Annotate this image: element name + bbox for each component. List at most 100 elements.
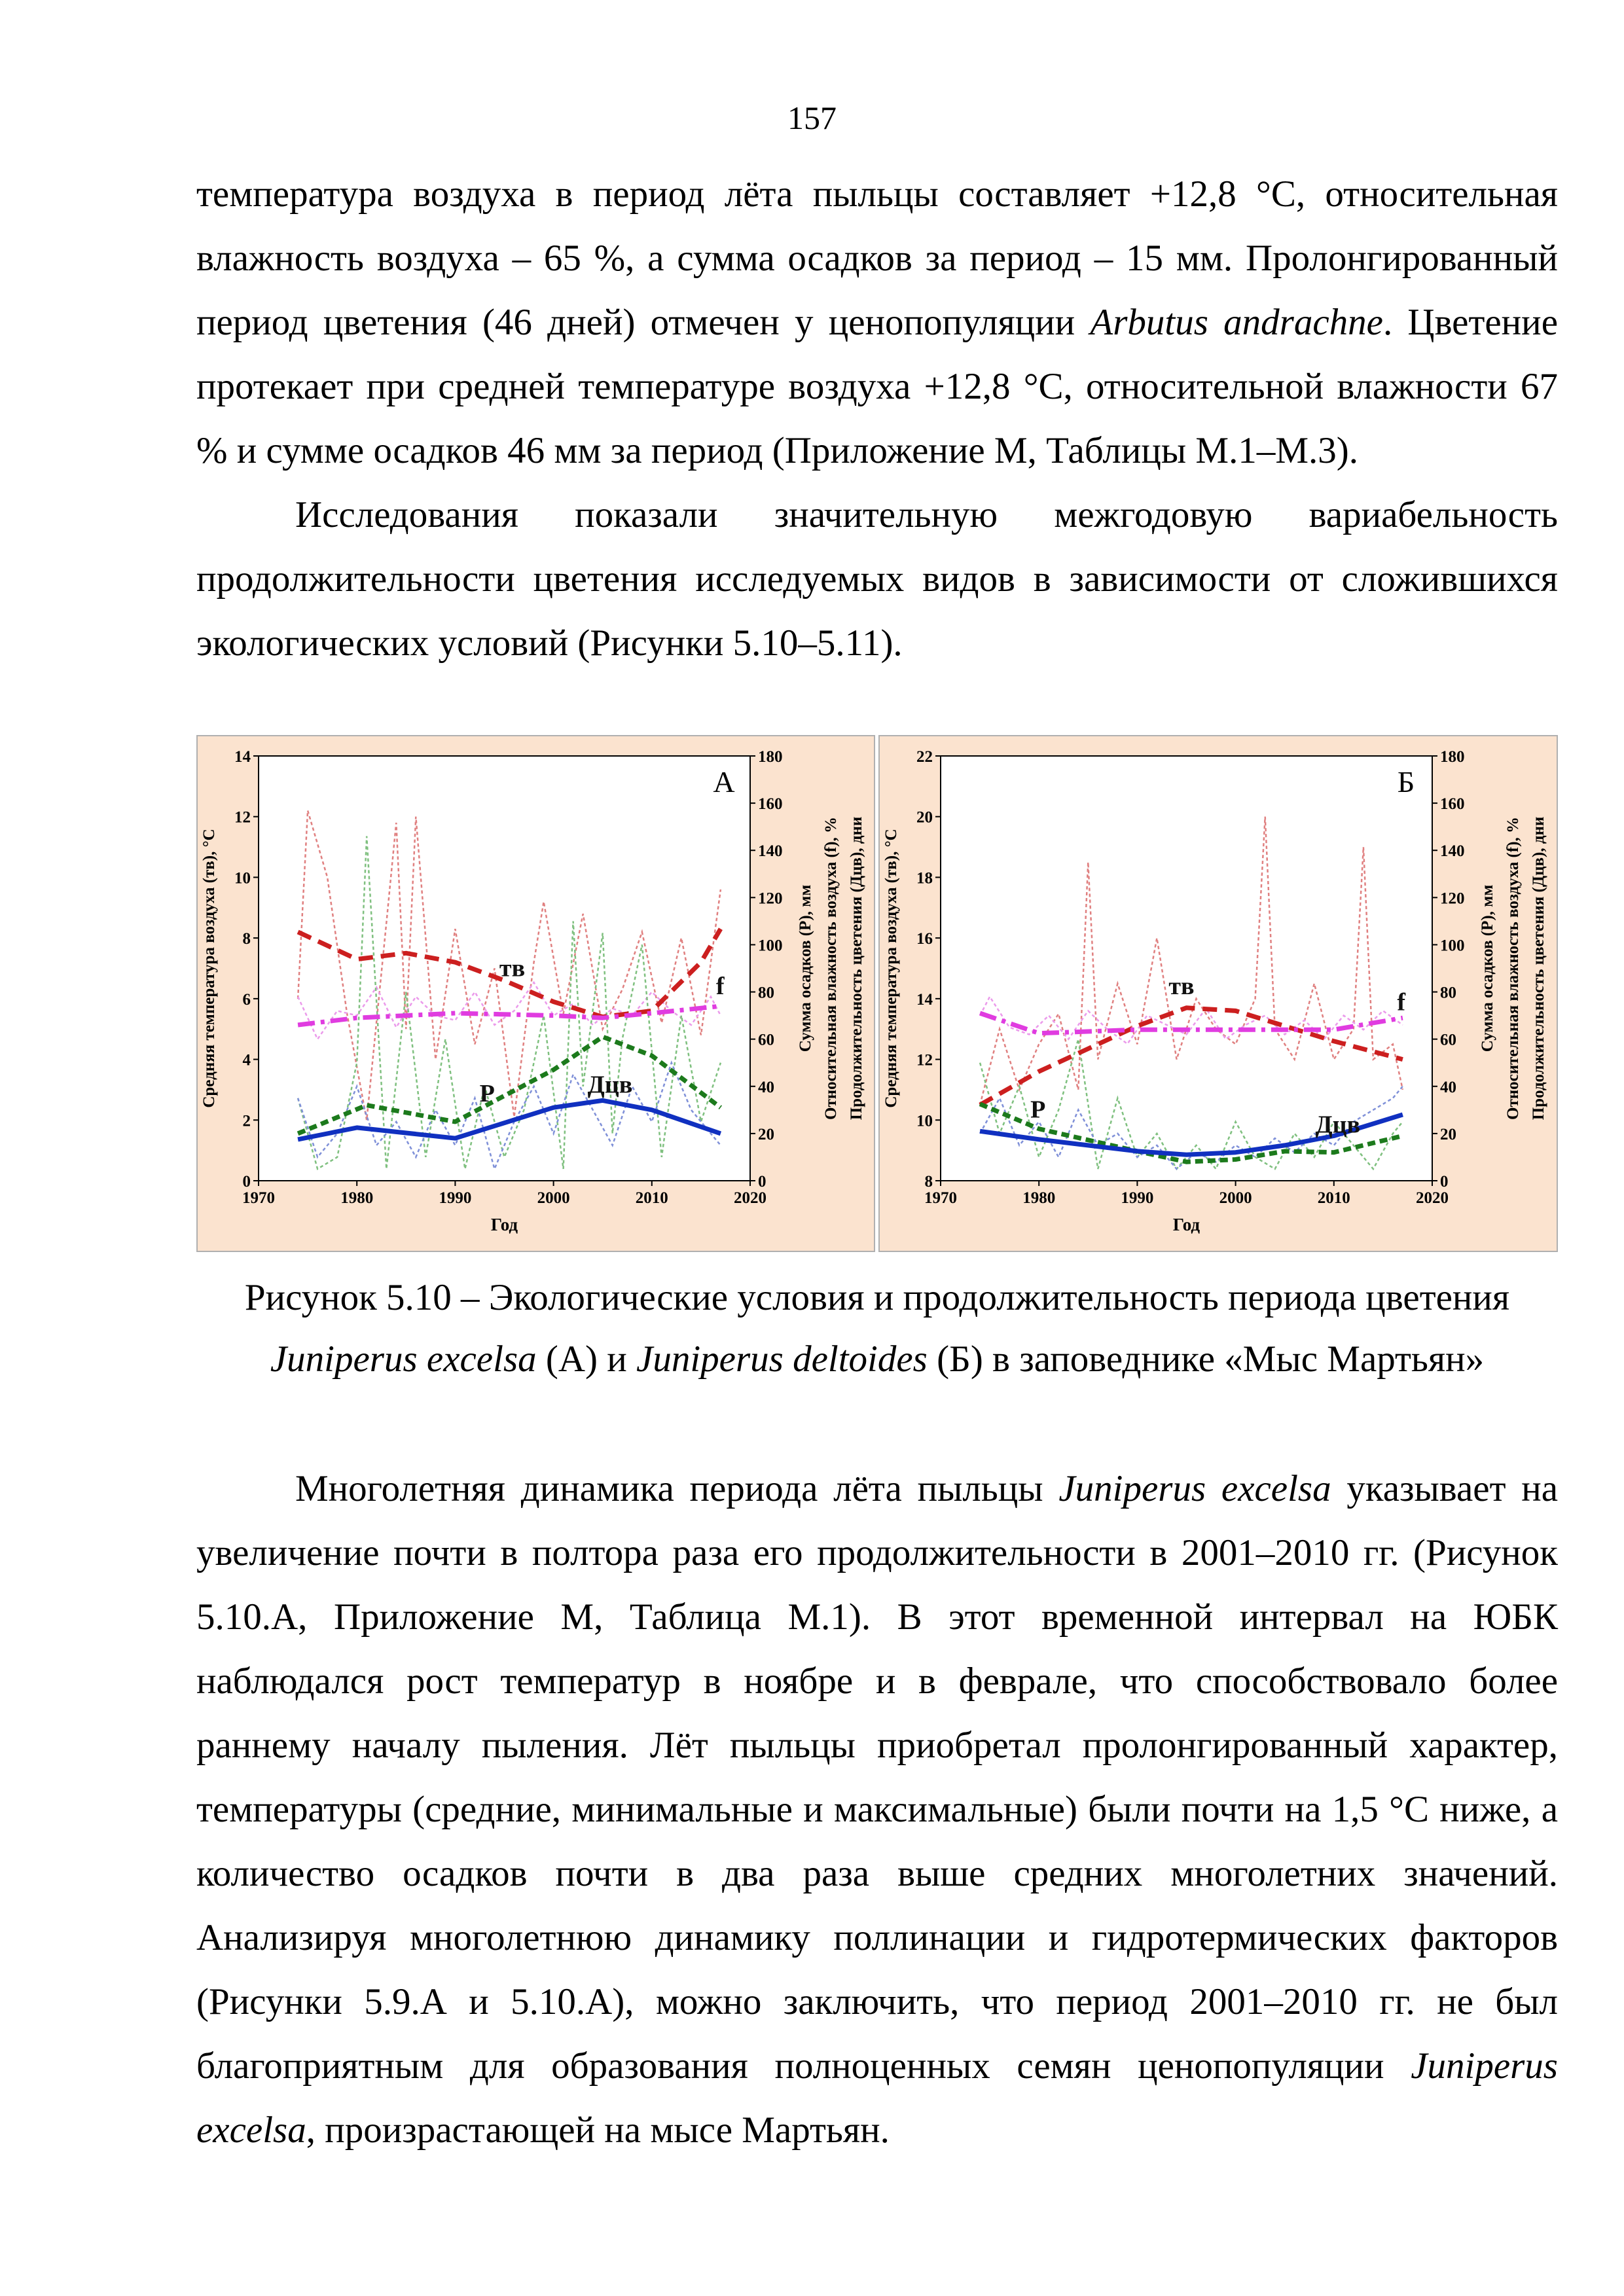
y2-tick-label: 160 xyxy=(1440,795,1465,813)
figure: 1970 1980 1990 2000 2010 20200246810121402040… xyxy=(196,735,1558,1252)
y2-tick-label: 180 xyxy=(758,748,783,766)
y2-tick-label: 120 xyxy=(758,889,783,907)
x-tick-label: 2020 xyxy=(734,1189,767,1207)
text-run: (Б) в заповеднике «Мыс Мартьян» xyxy=(927,1338,1485,1380)
raw-series-line xyxy=(297,980,722,1041)
y2-tick-label: 140 xyxy=(758,842,783,860)
plot-area xyxy=(940,755,1433,1181)
y2-axis-label: Сумма осадков (P), мм xyxy=(1479,885,1496,1052)
y2-tick-label: 100 xyxy=(1440,937,1465,954)
y-tick-label: 14 xyxy=(234,748,251,766)
y2-tick-label: 60 xyxy=(1440,1031,1456,1049)
raw-series-line xyxy=(979,816,1404,1105)
text-run: (А) и xyxy=(536,1338,637,1380)
x-tick-label: 2000 xyxy=(1219,1189,1252,1207)
trend-line xyxy=(297,1034,723,1136)
italic-run: Juniperus excelsa xyxy=(1058,1468,1331,1509)
trend-line xyxy=(979,1011,1403,1036)
italic-run: Juniperus deltoides xyxy=(636,1338,928,1380)
text-run: температура воздуха в период лёта пыльцы… xyxy=(196,173,1558,343)
y-tick-label: 0 xyxy=(243,1173,251,1191)
series-annotation: тв xyxy=(499,955,525,982)
x-tick-label: 1970 xyxy=(924,1189,957,1207)
series-annotation: P xyxy=(1030,1096,1045,1124)
y-tick-label: 12 xyxy=(234,809,251,827)
y2-tick-label: 60 xyxy=(758,1031,774,1049)
x-axis-label: Год xyxy=(1173,1215,1200,1234)
y2-tick-label: 40 xyxy=(758,1079,774,1096)
y2-tick-label: 0 xyxy=(1440,1173,1449,1191)
y-tick-label: 10 xyxy=(234,869,251,887)
y-tick-label: 8 xyxy=(243,930,251,948)
x-tick-label: 1970 xyxy=(242,1189,275,1207)
y-tick-label: 4 xyxy=(243,1052,251,1069)
caption: Рисунок 5.10 – Экологические условия и п… xyxy=(196,1267,1558,1390)
y-tick-label: 12 xyxy=(916,1052,933,1069)
trend-line xyxy=(979,1102,1403,1164)
y2-axis-label: Продолжительность цветения (Дцв), дни xyxy=(1530,817,1547,1121)
x-tick-label: 2010 xyxy=(1318,1189,1350,1207)
y-tick-label: 20 xyxy=(916,809,933,827)
trend-line xyxy=(979,1005,1403,1107)
y-tick-label: 10 xyxy=(916,1112,933,1130)
panel-label: Б xyxy=(1398,765,1415,798)
trend-line xyxy=(297,1098,722,1142)
series-annotation: Дцв xyxy=(588,1071,633,1098)
paragraph: Исследования показали значительную межго… xyxy=(196,483,1558,675)
x-tick-label: 2000 xyxy=(537,1189,570,1207)
text-run: Многолетняя динамика периода лёта пыльцы xyxy=(295,1468,1059,1509)
italic-run: Arbutus andrachne xyxy=(1090,302,1383,343)
page-number: 157 xyxy=(787,99,837,136)
text-run: , произрастающей на мысе Мартьян. xyxy=(306,2109,890,2151)
y-tick-label: 2 xyxy=(243,1112,251,1130)
y2-tick-label: 80 xyxy=(758,984,774,1002)
y2-tick-label: 120 xyxy=(1440,889,1465,907)
panel-label: А xyxy=(713,765,734,798)
series-annotation: f xyxy=(1397,988,1406,1016)
raw-series-line xyxy=(297,810,722,1121)
raw-series-line xyxy=(979,1039,1403,1171)
raw-series-line xyxy=(297,836,722,1170)
y-axis-label: Средняя температура воздуха (тв), °С xyxy=(200,829,218,1107)
y-tick-label: 22 xyxy=(916,748,933,766)
y2-tick-label: 180 xyxy=(1440,748,1465,766)
trend-line xyxy=(297,927,723,1020)
text-run: . Цветение протекает при средней темпера… xyxy=(196,302,1558,471)
x-tick-label: 1980 xyxy=(340,1189,373,1207)
y2-axis-label: Сумма осадков (P), мм xyxy=(797,885,814,1052)
y-tick-label: 8 xyxy=(925,1173,933,1191)
raw-series-line xyxy=(979,995,1403,1045)
series-annotation: P xyxy=(480,1080,495,1107)
series-annotation: f xyxy=(716,973,725,1000)
y2-axis-label: Относительная влажность воздуха (f), % xyxy=(822,817,840,1120)
italic-run: Juniperus excelsa xyxy=(270,1338,537,1380)
paragraph: Многолетняя динамика периода лёта пыльцы… xyxy=(196,1457,1558,2162)
y2-axis-label: Относительная влажность воздуха (f), % xyxy=(1504,817,1522,1120)
y2-tick-label: 100 xyxy=(758,937,783,954)
italic-run: Juniperus excelsa xyxy=(196,2045,1558,2151)
y-tick-label: 16 xyxy=(916,930,933,948)
x-tick-label: 1990 xyxy=(439,1189,471,1207)
paragraph: температура воздуха в период лёта пыльцы… xyxy=(196,162,1558,483)
raw-series-line xyxy=(979,1085,1403,1170)
y-axis-label: Средняя температура воздуха (тв), °С xyxy=(882,829,900,1107)
y2-axis-label: Продолжительность цветения (Дцв), дни xyxy=(848,817,865,1121)
y2-tick-label: 140 xyxy=(1440,842,1465,860)
y-tick-label: 6 xyxy=(243,991,251,1009)
y2-tick-label: 160 xyxy=(758,795,783,813)
y2-tick-label: 20 xyxy=(1440,1126,1456,1143)
y2-tick-label: 0 xyxy=(758,1173,767,1191)
x-tick-label: 1990 xyxy=(1121,1189,1153,1207)
y-tick-label: 18 xyxy=(916,869,933,887)
y2-tick-label: 20 xyxy=(758,1126,774,1143)
text-run: Исследования показали значительную межго… xyxy=(196,494,1558,664)
y-tick-label: 14 xyxy=(916,991,933,1009)
text-run: указывает на увеличение почти в полтора … xyxy=(196,1468,1559,2087)
trend-line xyxy=(297,1003,721,1028)
x-tick-label: 1980 xyxy=(1022,1189,1055,1207)
y2-tick-label: 80 xyxy=(1440,984,1456,1002)
y2-tick-label: 40 xyxy=(1440,1079,1456,1096)
x-tick-label: 2020 xyxy=(1416,1189,1449,1207)
x-axis-label: Год xyxy=(491,1215,518,1234)
